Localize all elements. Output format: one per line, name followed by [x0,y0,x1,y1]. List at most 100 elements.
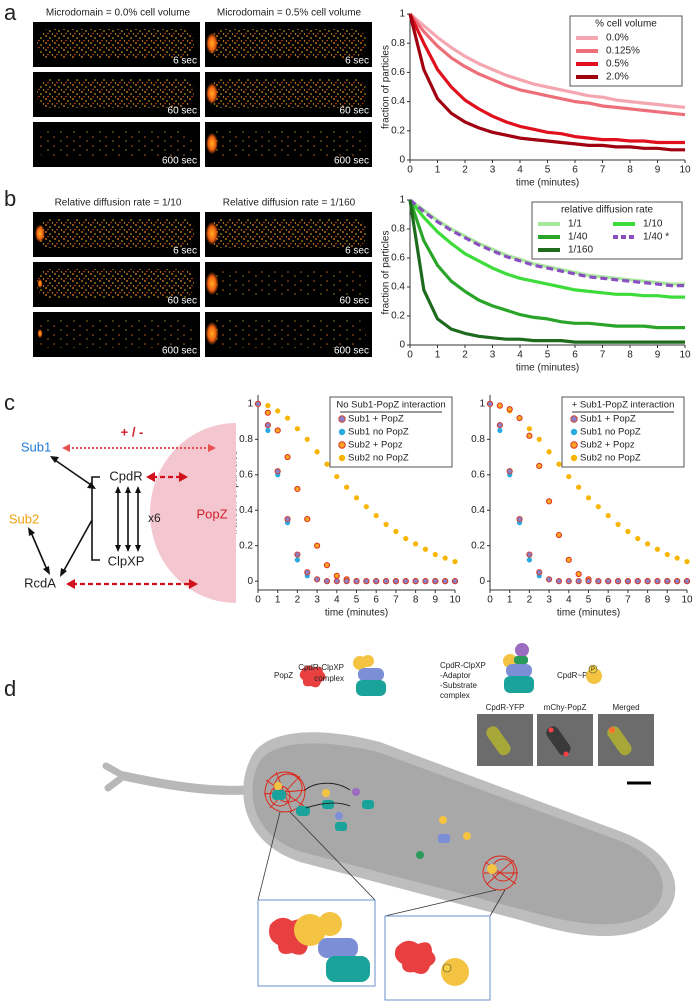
cell [37,269,194,298]
panel-label: d [4,676,16,701]
legend-label: 2.0% [606,72,629,83]
pole-signal [205,321,219,346]
time-label: 6 sec [173,246,197,257]
data-point [496,422,503,429]
x-tick-label: 6 [572,165,578,176]
zoom-line [489,889,506,917]
x-tick-label: 0 [487,595,493,606]
data-point [334,473,340,480]
x-tick-label: 6 [373,595,379,606]
time-label: 60 sec [340,296,369,307]
y-tick-label: 0.6 [391,253,405,264]
data-point [294,485,301,493]
x-tick-label: 4 [517,165,523,176]
node-label: Sub1 [21,439,51,454]
x-tick-label: 10 [681,595,693,606]
data-point [576,484,582,490]
y-tick-label: 1 [247,399,253,410]
data-point [605,512,611,519]
x-tick-label: 2 [462,350,468,361]
x-tick-label: 3 [546,595,552,606]
pole-signal [205,271,219,296]
data-point [536,436,542,442]
data-point [625,528,631,535]
data-point [536,462,543,470]
data-point [265,403,271,409]
arrowheads [28,456,141,577]
x-tick-label: 2 [527,595,533,606]
legend-label: complex [314,674,344,683]
data-point [432,578,439,585]
zoom-line [384,889,497,917]
x-tick-label: 9 [433,595,439,606]
data-point [674,555,680,561]
arrows [29,457,139,575]
legend-label: CpdR-ClpXP [298,663,344,672]
legend-swatch [338,454,346,462]
legend-label: Sub2 no PopZ [580,453,641,464]
legend-label: Sub2 + Popz [580,440,635,451]
stalk [119,771,253,795]
y-tick-label: 0.8 [391,224,405,235]
legend-label: 0.125% [606,46,640,57]
data-point [294,551,301,558]
y-tick-label: 0 [479,576,485,587]
data-point [664,578,671,585]
data-point [536,569,543,576]
cell [209,319,366,348]
legend-title: relative diffusion rate [561,205,654,216]
data-point [654,578,661,585]
x-tick-label: 7 [393,595,399,606]
x-tick-label: 9 [655,165,661,176]
data-point [413,541,419,547]
panel-label: a [4,0,17,25]
popz-icon [299,665,326,688]
x-tick-label: 1 [507,595,513,606]
mechanism-schematic: PopZ CpdR-ClpXP complex CpdR-ClpXP -Adap… [102,643,676,1001]
cell-image [486,726,511,756]
data-point [254,400,262,407]
x-tick-label: 8 [627,350,633,361]
complex-icon [353,655,386,696]
legend-label: CpdR~P [557,671,587,680]
zoom-line [289,811,376,901]
pole-signal [205,221,219,246]
cell [209,129,366,158]
legend-label: -Substrate [440,681,477,690]
legend-label: Sub1 no PopZ [580,427,641,438]
data-point [382,578,390,585]
data-point [595,504,601,510]
data-point [373,512,379,519]
data-point [526,426,533,432]
x-tick-label: 8 [645,595,651,606]
data-point [546,576,553,583]
legend-label: Sub1 + PopZ [348,414,404,425]
clpxp-icon [326,956,370,982]
y-tick-label: 0 [247,576,253,587]
pole-signal [206,32,218,55]
node-label: RcdA [24,575,56,590]
legend-label: -Adaptor [440,671,471,680]
popz-icon [394,940,436,974]
data-point [526,432,533,439]
pole-signal [37,329,43,338]
foci [548,727,554,733]
data-point [605,578,612,585]
data-point [683,578,691,585]
x-tick-label: 0 [255,595,261,606]
legend-label: Sub2 no PopZ [348,453,409,464]
series-line [408,198,685,288]
interaction-label: + / - [121,424,144,439]
phospho-label: P [591,667,595,673]
legend-label: PopZ [274,671,293,680]
legend-label: 1/40 * [643,232,669,243]
legend-label: 0.5% [606,59,629,70]
column-title: Microdomain = 0.5% cell volume [217,8,362,19]
legend-label: CpdR-ClpXP [440,661,486,670]
data-point [314,576,321,583]
series-line [408,199,685,330]
data-point [403,535,409,542]
data-point [566,473,572,480]
data-point [373,578,380,585]
y-tick-label: 0.6 [391,67,405,78]
